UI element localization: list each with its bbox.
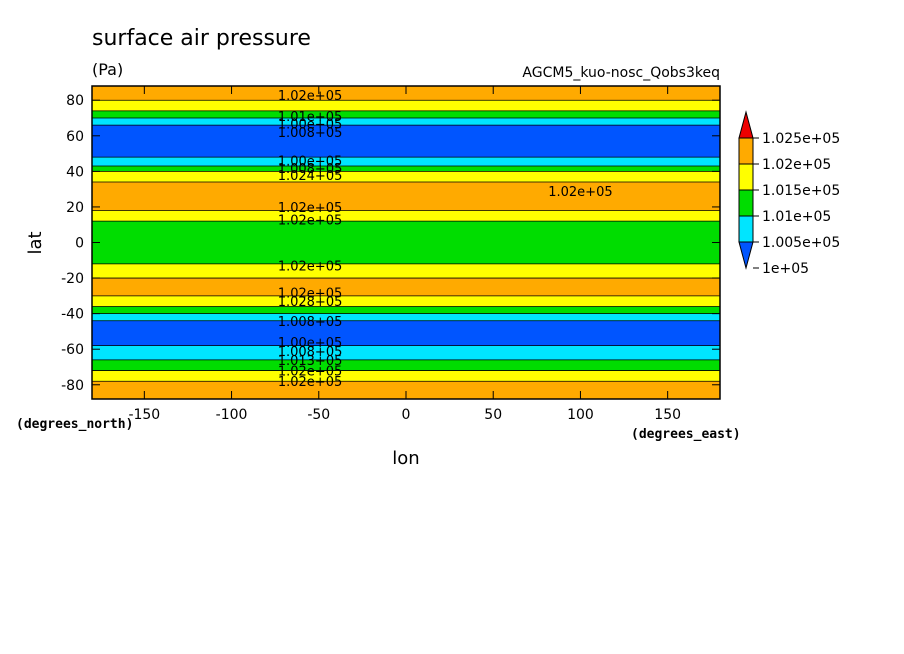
contour-label: 1.01e+05	[278, 110, 342, 125]
colorbar: 1.025e+05 1.02e+05 1.015e+05 1.01e+05 1.005e…	[738, 110, 840, 277]
x-axis-label: lon	[392, 448, 419, 469]
contour-label: 1.008+05	[278, 126, 343, 141]
contour-band	[92, 166, 720, 172]
y-tick-label: -80	[61, 378, 84, 394]
colorbar-label: 1.005e+05	[762, 235, 840, 251]
contour-band	[92, 263, 720, 279]
contour-label: 1.02e+05	[278, 375, 342, 390]
contour-lines	[92, 99, 720, 382]
contour-band	[92, 313, 720, 321]
colorbar-label: 1.01e+05	[762, 209, 831, 225]
y-tick-label: 0	[75, 236, 84, 252]
contour-band	[92, 295, 720, 307]
contour-label: 1.013+05	[278, 354, 343, 369]
y-tick-label: 20	[66, 200, 84, 216]
contour-band	[92, 210, 720, 222]
contour-band	[92, 125, 720, 158]
y-tick-label: -60	[61, 342, 84, 358]
x-axis: -150 -100 -50 0 50 100 150	[128, 86, 681, 423]
contour-band	[92, 221, 720, 264]
contour-band	[92, 278, 720, 296]
y-tick-label: 80	[66, 93, 84, 109]
colorbar-label: 1.02e+05	[762, 157, 831, 173]
colorbar-segment	[738, 189, 754, 217]
contour-band	[92, 182, 720, 211]
x-unit-label: (degrees_east)	[631, 427, 741, 442]
y-axis-label: lat	[25, 231, 46, 254]
x-tick-label: 100	[567, 407, 594, 423]
contour-label: 1.00e+05	[278, 155, 342, 170]
colorbar-triangle-bottom	[738, 241, 754, 270]
chart-title: surface air pressure	[92, 26, 311, 51]
x-tick-label: -100	[216, 407, 248, 423]
contour-band	[92, 110, 720, 119]
colorbar-segment	[738, 163, 754, 191]
contour-labels: 1.02e+051.01e+051.00e+051.008+051.00e+05…	[278, 89, 613, 390]
contour-label: 1.02e+05	[278, 213, 342, 228]
contour-band	[92, 381, 720, 399]
chart-source: AGCM5_kuo-nosc_Qobs3keq	[522, 65, 720, 81]
contour-label: 1.02e+05	[278, 89, 342, 104]
contour-band	[92, 370, 720, 382]
contour-label: 1.00e+05	[278, 336, 342, 351]
colorbar-segment	[738, 215, 754, 243]
contour-label: 1.028+05	[278, 295, 343, 310]
contour-band	[92, 171, 720, 183]
contour-band	[92, 118, 720, 126]
contour-label: 1.02e+05	[278, 365, 342, 380]
x-tick-label: 50	[484, 407, 502, 423]
y-axis: -80 -60 -40 -20 0 20 40 60 80	[61, 93, 720, 394]
chart-units: (Pa)	[92, 60, 123, 79]
contour-label: 1.02e+05	[278, 260, 342, 275]
contour-label: 1.008+05	[278, 315, 343, 330]
contour-band	[92, 157, 720, 167]
y-unit-label: (degrees_north)	[16, 417, 133, 432]
y-tick-label: -40	[61, 307, 84, 323]
contour-label: 1.008+05	[278, 345, 343, 360]
colorbar-triangle-top	[738, 110, 754, 139]
contour-label: 1.02e+05	[278, 201, 342, 216]
colorbar-label: 1.015e+05	[762, 183, 840, 199]
contour-band	[92, 100, 720, 111]
contour-bands	[92, 86, 720, 399]
x-tick-label: 0	[402, 407, 411, 423]
contour-band	[92, 306, 720, 314]
contour-label: 1.024+05	[278, 169, 343, 184]
contour-label: 1.00e+05	[278, 117, 342, 132]
x-tick-label: 150	[654, 407, 681, 423]
colorbar-segment	[738, 137, 754, 165]
colorbar-label: 1e+05	[762, 261, 809, 277]
contour-band	[92, 359, 720, 371]
x-tick-label: -150	[128, 407, 160, 423]
y-tick-label: 40	[66, 164, 84, 180]
contour-label: 1.02e+05	[548, 185, 612, 200]
x-tick-label: -50	[307, 407, 330, 423]
y-tick-label: 60	[66, 129, 84, 145]
y-tick-label: -20	[61, 271, 84, 287]
contour-label: 1.02e+05	[278, 286, 342, 301]
contour-band	[92, 345, 720, 360]
contour-label: 1.008+05	[278, 162, 343, 177]
colorbar-label: 1.025e+05	[762, 131, 840, 147]
contour-band	[92, 320, 720, 346]
